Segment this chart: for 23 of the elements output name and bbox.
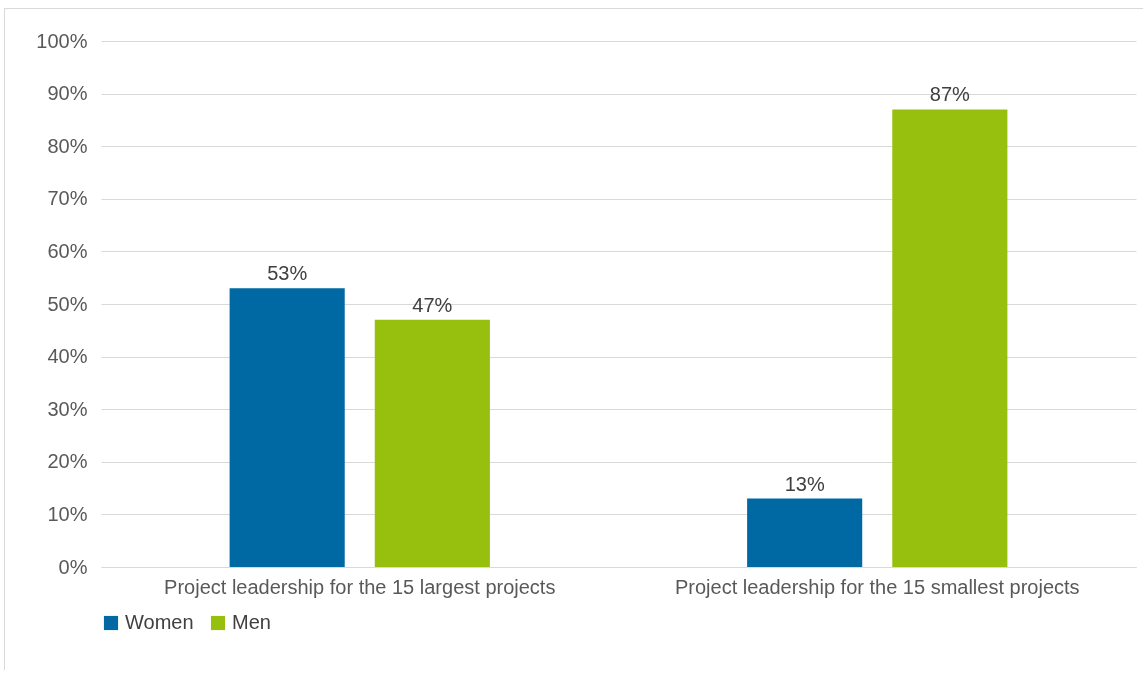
y-tick-label: 30% — [47, 397, 88, 420]
y-tick-label: 10% — [47, 502, 88, 525]
data-label: 47% — [412, 293, 453, 316]
x-tick-label: Project leadership for the 15 smallest projects — [674, 575, 1080, 598]
y-tick-label: 80% — [47, 134, 88, 157]
legend-label: Men — [232, 611, 271, 633]
legend-label: Women — [125, 611, 194, 633]
data-label: 13% — [784, 472, 825, 495]
y-tick-label: 100% — [36, 29, 88, 52]
bar — [374, 319, 490, 567]
y-tick-label: 60% — [47, 239, 88, 262]
x-tick-label: Project leadership for the 15 largest projects — [164, 575, 556, 598]
y-tick-label: 90% — [47, 82, 88, 105]
bar — [747, 498, 863, 567]
bar — [229, 288, 345, 567]
y-tick-label: 40% — [47, 345, 88, 368]
bar — [892, 109, 1008, 567]
y-tick-label: 70% — [47, 187, 88, 210]
y-tick-label: 0% — [58, 555, 88, 578]
data-label: 53% — [267, 262, 308, 285]
data-label: 87% — [929, 83, 971, 106]
y-tick-label: 20% — [47, 450, 88, 473]
y-tick-label: 50% — [47, 292, 88, 315]
